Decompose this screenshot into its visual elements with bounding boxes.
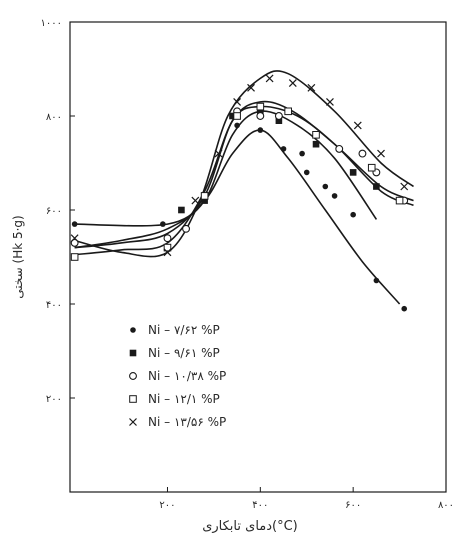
data-point [349,169,357,176]
data-point [326,97,334,106]
cross-stroke [353,121,362,130]
data-point [303,169,310,176]
data-point [312,140,320,148]
legend-label: Ni – ۱۲/۱ %P [148,392,220,406]
data-point [129,395,137,403]
data-point [214,149,223,158]
cross-stroke [265,74,274,83]
data-point [163,234,172,243]
data-point [377,149,385,158]
cross-stroke [70,234,79,243]
data-point [274,112,283,120]
data-point [233,97,242,106]
data-point [247,83,255,92]
cross-stroke [247,83,255,92]
y-tick-label: ۴۰۰ [46,300,62,311]
data-point [299,150,305,157]
data-point [129,349,137,357]
cross-stroke [214,149,223,158]
x-axis-label: دمای تابکاری(°C) [202,519,298,534]
y-tick-label: ۲۰۰ [46,394,62,405]
data-point [265,74,274,83]
series-curve [74,100,414,256]
data-point [335,144,344,153]
legend-label: Ni – ۹/۶۱ %P [148,346,220,360]
plot-frame [69,21,447,493]
data-point [288,79,297,88]
cross-stroke [307,83,316,92]
legend-label: Ni – ۱۳/۵۶ %P [148,415,226,429]
cross-stroke [191,196,200,205]
data-point [322,183,329,190]
cross-stroke [129,418,137,426]
data-point [401,305,408,312]
data-point [367,163,376,172]
data-point [129,372,137,380]
cross-stroke [326,97,334,106]
y-tick-label: ۸۰۰ [46,112,62,123]
data-point [256,112,265,120]
legend-label: Ni – ۱۰/۳۸ %P [148,369,226,383]
x-tick-label: ۸۰۰ [438,500,454,511]
data-point [129,418,137,426]
data-point [256,102,265,111]
legend: Ni – ۷/۶۲ %P Ni – ۹/۶۱ %P Ni – ۱۰/۳۸ %P Ni … [129,323,226,429]
data-point [373,277,380,284]
series-curve [74,110,378,249]
x-tick-label: ۲۰۰ [159,500,175,511]
data-point [280,146,287,152]
x-tick-label: ۴۰۰ [252,500,268,511]
data-point [200,192,209,200]
data-point [234,122,240,129]
data-point [70,238,79,247]
y-tick-label: ۱۰۰۰ [41,18,62,29]
data-point [353,121,362,130]
data-point [312,131,320,139]
series-curve [74,70,414,258]
series-curve [74,105,414,249]
data-point [284,107,292,116]
data-points [70,74,409,312]
data-point [358,149,367,158]
data-point [70,253,79,261]
data-point [400,182,409,191]
data-point [307,83,316,92]
cross-stroke [288,79,297,88]
y-tick-label: ۶۰۰ [46,206,62,217]
fit-curves [74,70,414,305]
data-point [229,112,236,120]
y-axis-label: سختی (Hk 5·g) [11,215,25,298]
cross-stroke [377,149,385,158]
data-point [130,327,136,333]
data-point [331,193,338,199]
axis-ticks: ۲۰۰ ۴۰۰ ۶۰۰ ۸۰۰ ۱۰۰۰ ۲۰۰ ۴۰۰ ۶۰۰ ۸۰۰ [41,18,455,511]
x-tick-label: ۶۰۰ [345,500,361,511]
data-point [160,221,166,227]
data-point [395,196,404,205]
data-point [70,234,79,243]
data-point [163,243,172,252]
cross-stroke [163,248,172,257]
data-point [257,127,264,133]
data-point [373,183,380,190]
data-point [71,221,78,227]
data-point [257,108,264,115]
data-point [350,211,356,218]
data-point [201,197,208,204]
data-point [182,224,190,233]
legend-label: Ni – ۷/۶۲ %P [148,323,220,337]
data-point [163,248,172,257]
cross-stroke [233,97,242,106]
data-point [275,117,283,124]
data-point [191,196,200,205]
series-curve [74,129,401,305]
data-point [178,206,185,214]
cross-stroke [400,182,409,191]
data-point [233,112,241,120]
